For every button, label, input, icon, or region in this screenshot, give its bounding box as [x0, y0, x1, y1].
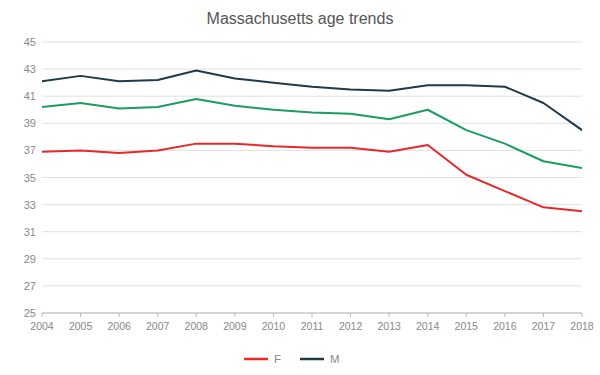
- chart: Massachusetts age trends 25 27 29 31 33 35 37 39…: [0, 0, 600, 375]
- grid-line: [42, 150, 582, 151]
- series-line: [42, 70, 582, 130]
- y-tick-label: 27: [24, 280, 36, 292]
- x-tick-label: 2005: [69, 320, 93, 332]
- x-tick: [157, 313, 158, 317]
- x-tick: [273, 313, 274, 317]
- grid-line: [42, 177, 582, 178]
- legend-swatch: [300, 358, 324, 361]
- x-tick-label: 2009: [223, 320, 247, 332]
- x-tick: [119, 313, 120, 317]
- x-tick-label: 2008: [185, 320, 209, 332]
- series-line: [42, 144, 582, 212]
- x-tick: [389, 313, 390, 317]
- x-tick: [504, 313, 505, 317]
- x-tick-label: 2007: [146, 320, 170, 332]
- x-tick: [350, 313, 351, 317]
- x-tick-label: 2012: [339, 320, 363, 332]
- grid-line: [42, 69, 582, 70]
- grid-line: [42, 258, 582, 259]
- grid-line: [42, 285, 582, 286]
- x-tick: [543, 313, 544, 317]
- legend-label: F: [274, 353, 281, 365]
- y-tick-label: 35: [24, 172, 36, 184]
- x-tick-label: 2014: [416, 320, 440, 332]
- y-tick-label: 29: [24, 253, 36, 265]
- x-tick: [312, 313, 313, 317]
- x-tick: [466, 313, 467, 317]
- x-tick-label: 2004: [30, 320, 54, 332]
- series-line: [42, 99, 582, 168]
- x-tick: [196, 313, 197, 317]
- grid-line: [42, 96, 582, 97]
- y-tick-label: 33: [24, 199, 36, 211]
- x-tick-label: 2013: [377, 320, 401, 332]
- grid-line: [42, 204, 582, 205]
- y-tick-label: 43: [24, 63, 36, 75]
- grid-line: [42, 123, 582, 124]
- x-axis: 2004 2005 2006 2007 2008 2009 2010 2011 2012 2013…: [30, 313, 594, 332]
- x-tick-label: 2010: [262, 320, 286, 332]
- x-tick: [42, 313, 43, 317]
- x-tick-label: 2006: [107, 320, 131, 332]
- grid-line: [42, 42, 582, 43]
- x-tick-label: 2017: [532, 320, 556, 332]
- lines: [42, 70, 582, 211]
- y-tick-label: 45: [24, 36, 36, 48]
- y-tick-label: 37: [24, 144, 36, 156]
- y-axis: 25 27 29 31 33 35 37 39 41 43 45: [24, 36, 582, 319]
- title: Massachusetts age trends: [207, 10, 394, 27]
- y-tick-label: 25: [24, 307, 36, 319]
- x-tick-label: 2011: [301, 320, 324, 332]
- x-tick-label: 2016: [493, 320, 517, 332]
- y-tick-label: 31: [24, 226, 36, 238]
- x-tick-label: 2015: [455, 320, 479, 332]
- y-tick-label: 41: [24, 90, 36, 102]
- x-tick: [234, 313, 235, 317]
- grid-line: [42, 231, 582, 232]
- x-tick: [427, 313, 428, 317]
- x-tick: [80, 313, 81, 317]
- y-tick-label: 39: [24, 117, 36, 129]
- legend-label: M: [330, 353, 340, 365]
- legend: FM: [244, 353, 340, 365]
- x-tick-label: 2018: [570, 320, 594, 332]
- x-tick: [582, 313, 583, 317]
- legend-swatch: [244, 358, 268, 361]
